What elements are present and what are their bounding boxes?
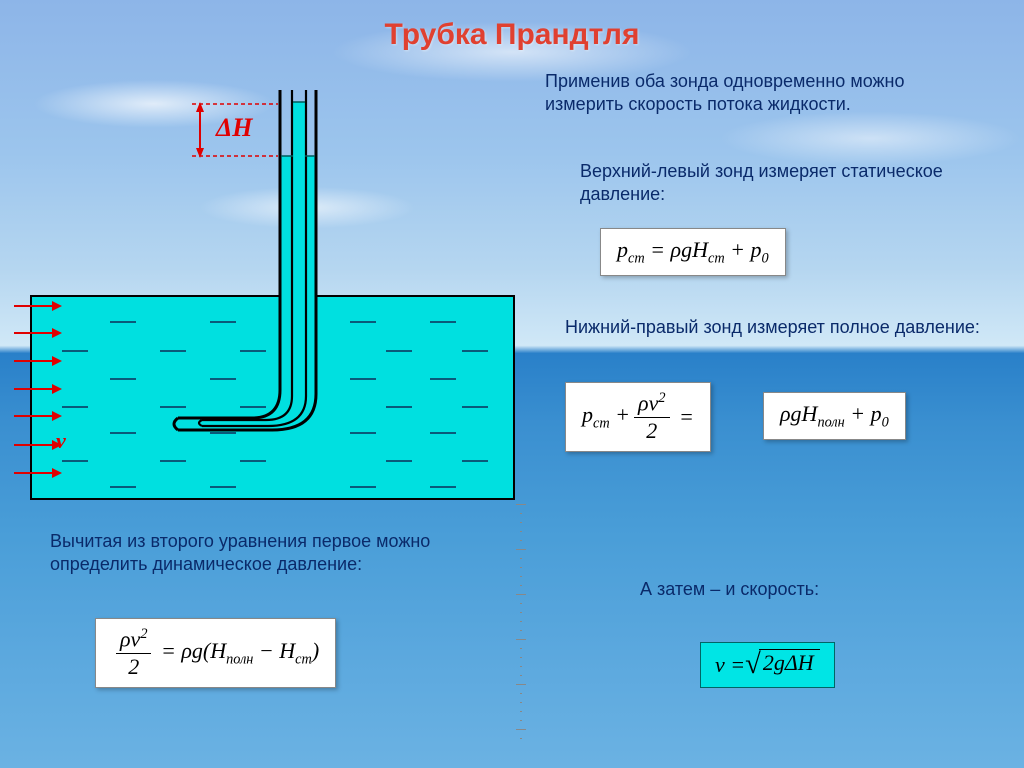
water-mark	[462, 460, 488, 462]
formula-static: pст = ρgHст + p0	[600, 228, 786, 276]
water-mark	[240, 406, 266, 408]
subtract-text: Вычитая из второго уравнения первое можн…	[50, 530, 500, 577]
water-mark	[160, 406, 186, 408]
water-mark	[110, 486, 136, 488]
water-mark	[210, 378, 236, 380]
water-mark	[110, 432, 136, 434]
flow-arrow	[14, 305, 60, 307]
water-mark	[240, 350, 266, 352]
flow-arrow	[14, 332, 60, 334]
water-mark	[430, 486, 456, 488]
flow-arrow	[14, 472, 60, 474]
water-mark	[462, 350, 488, 352]
delta-h-label: ΔH	[216, 113, 253, 143]
formula-total-right: ρgHполн + p0	[763, 392, 906, 440]
water-mark	[210, 486, 236, 488]
water-mark	[62, 350, 88, 352]
flow-arrow	[14, 388, 60, 390]
water-mark	[386, 406, 412, 408]
water-mark	[110, 321, 136, 323]
water-mark	[350, 432, 376, 434]
formula-velocity: v = 2gΔH	[700, 642, 835, 688]
upper-probe-text: Верхний-левый зонд измеряет статическое …	[580, 160, 980, 207]
water-mark	[160, 460, 186, 462]
water-mark	[210, 432, 236, 434]
water-mark	[462, 406, 488, 408]
water-mark	[430, 432, 456, 434]
water-mark	[430, 378, 456, 380]
flow-arrow	[14, 415, 60, 417]
water-mark	[350, 378, 376, 380]
water-mark	[430, 321, 456, 323]
formula-dynamic: ρv22 = ρg(Hполн − Hст)	[95, 618, 336, 688]
water-mark	[110, 378, 136, 380]
water-mark	[386, 460, 412, 462]
then-velocity-text: А затем – и скорость:	[640, 578, 940, 601]
water-mark	[210, 321, 236, 323]
water-mark	[62, 460, 88, 462]
intro-text: Применив оба зонда одновременно можно из…	[545, 70, 985, 117]
water-mark	[62, 406, 88, 408]
ruler-decoration	[520, 504, 522, 744]
water-mark	[350, 486, 376, 488]
flow-arrow	[14, 360, 60, 362]
water-mark	[240, 460, 266, 462]
formula-total-left: pст + ρv22 =	[565, 382, 711, 452]
page-title: Трубка Прандтля	[385, 18, 640, 52]
flow-arrow	[14, 444, 60, 446]
water-mark	[160, 350, 186, 352]
velocity-label: v	[56, 428, 66, 454]
fluid-tank	[30, 295, 515, 500]
water-mark	[350, 321, 376, 323]
lower-probe-text: Нижний-правый зонд измеряет полное давле…	[565, 316, 985, 339]
water-mark	[386, 350, 412, 352]
